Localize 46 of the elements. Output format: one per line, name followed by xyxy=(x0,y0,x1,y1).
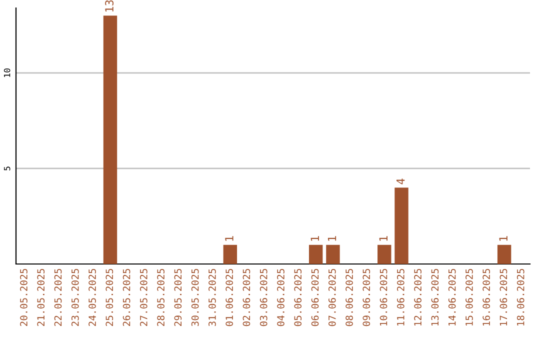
x-tick-label: 11.06.2025 xyxy=(396,268,404,326)
x-tick-label: 23.05.2025 xyxy=(71,268,79,326)
data-label: 1 xyxy=(499,236,508,241)
data-label: 1 xyxy=(225,236,234,241)
x-tick-label: 30.05.2025 xyxy=(191,268,199,326)
x-tick-label: 09.06.2025 xyxy=(362,268,370,326)
x-tick-label: 10.06.2025 xyxy=(380,268,388,326)
x-tick-label: 12.06.2025 xyxy=(414,268,422,326)
bar xyxy=(308,244,323,264)
x-tick-label: 02.06.2025 xyxy=(242,268,250,326)
bar xyxy=(378,244,392,264)
bar xyxy=(497,244,512,264)
x-tick-label: 16.06.2025 xyxy=(482,268,490,326)
data-label: 1 xyxy=(328,236,336,241)
data-label: 1 xyxy=(310,236,319,241)
x-tick-label: 03.06.2025 xyxy=(260,268,268,326)
x-tick-label: 20.05.2025 xyxy=(20,268,28,326)
y-tick-label: 5 xyxy=(4,166,10,170)
bar xyxy=(103,16,118,264)
x-tick-label: 07.06.2025 xyxy=(328,268,336,326)
bar xyxy=(223,244,238,264)
x-tick-label: 14.06.2025 xyxy=(448,268,456,326)
x-tick-label: 29.05.2025 xyxy=(174,268,182,326)
x-tick-label: 21.05.2025 xyxy=(37,268,45,326)
x-tick-label: 13.06.2025 xyxy=(431,268,439,326)
bar xyxy=(394,188,408,264)
data-label: 1 xyxy=(379,236,388,241)
bar xyxy=(326,244,340,264)
x-tick-label: 01.06.2025 xyxy=(226,268,234,326)
x-tick-label: 05.06.2025 xyxy=(294,268,302,326)
data-label: 13 xyxy=(105,0,114,12)
x-tick-label: 28.05.2025 xyxy=(157,268,164,326)
x-tick-label: 18.06.2025 xyxy=(516,268,524,326)
x-tick-label: 17.06.2025 xyxy=(500,268,508,326)
x-tick-label: 15.06.2025 xyxy=(466,268,473,326)
x-tick-label: 31.05.2025 xyxy=(208,268,216,326)
x-tick-label: 06.06.2025 xyxy=(311,268,319,326)
x-tick-label: 27.05.2025 xyxy=(140,268,148,326)
x-tick-label: 22.05.2025 xyxy=(54,268,62,326)
x-tick-label: 24.05.2025 xyxy=(88,268,96,326)
data-label: 4 xyxy=(396,178,405,184)
x-tick-label: 26.05.2025 xyxy=(122,268,130,326)
x-tick-label: 08.06.2025 xyxy=(346,268,353,326)
y-tick-label: 10 xyxy=(4,68,10,77)
x-tick-label: 04.06.2025 xyxy=(277,268,284,326)
x-tick-label: 25.05.2025 xyxy=(106,268,114,326)
